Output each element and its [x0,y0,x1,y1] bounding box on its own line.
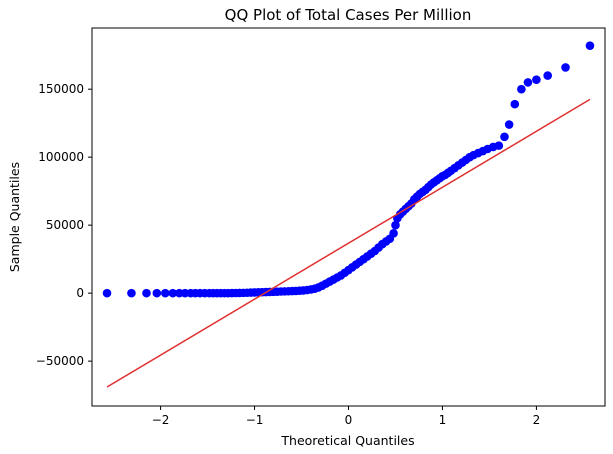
chart-title: QQ Plot of Total Cases Per Million [225,6,472,24]
qq-point [523,78,533,87]
y-axis-label: Sample Quantiles [7,162,22,272]
qq-point [585,41,595,50]
qq-point [102,288,112,298]
x-tick-label: 1 [439,413,447,427]
reference-line [106,98,591,388]
x-tick-label: 0 [345,413,353,427]
y-tick-label: 0 [76,286,84,300]
reference-line-group [106,98,591,388]
x-tick-label: 2 [533,413,541,427]
x-axis-ticks: −2 −1 0 1 2 [152,406,540,427]
qq-point [168,288,178,298]
qq-point [532,75,541,84]
x-tick-label: −2 [152,413,170,427]
qq-point [504,120,514,129]
qq-point [142,288,151,298]
x-axis-label: Theoretical Quantiles [280,433,414,448]
y-tick-label: −50000 [36,354,84,368]
qq-point [510,99,520,109]
qq-point [494,141,504,150]
y-tick-label: 100000 [38,150,84,164]
x-tick-label: −1 [246,413,264,427]
qq-point [391,220,400,230]
qq-point [389,229,398,238]
qq-point [543,71,552,80]
qq-point [561,63,570,72]
y-tick-label: 150000 [38,82,84,96]
qq-point [127,288,136,298]
sample-points [102,41,595,298]
qq-point [517,84,526,94]
qq-point [160,288,170,298]
y-axis-ticks: −50000 0 50000 100000 150000 [36,82,92,368]
y-tick-label: 50000 [46,218,84,232]
qq-point [500,132,509,142]
qq-point [152,288,162,298]
